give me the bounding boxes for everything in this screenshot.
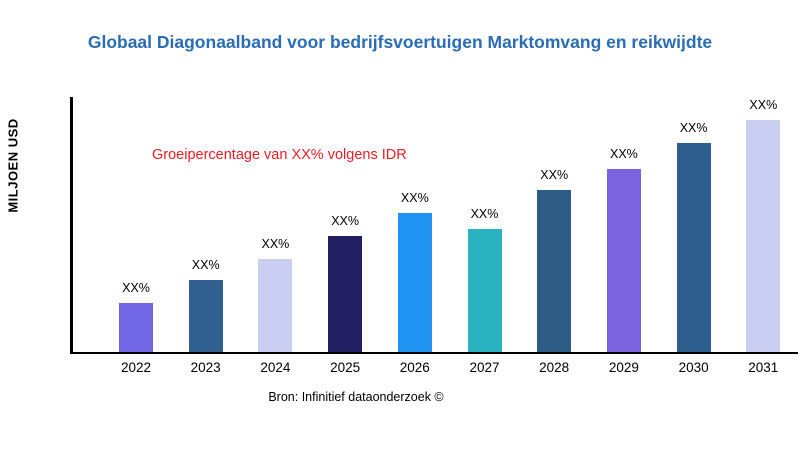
x-tick-2028: 2028 [539,360,570,375]
bar-value-label-2026: XX% [400,191,429,205]
bar-2029 [606,169,641,352]
bar-value-label-2023: XX% [191,258,220,272]
bar-value-label-2022: XX% [122,281,150,295]
x-tick-2023: 2023 [190,360,221,375]
plot-area: XX% 2022 XX% 2023 XX% 2024 XX% 2025 XX% 2026 XX% 20… [70,97,798,375]
bar-2031 [746,120,781,352]
x-tick-2027: 2027 [469,360,500,375]
x-tick-2030: 2030 [678,360,709,375]
bar-2025 [328,236,363,352]
x-tick-2031: 2031 [748,360,779,375]
bar-value-label-2025: XX% [331,214,359,228]
bar-value-label-2030: XX% [679,121,708,135]
x-tick-2024: 2024 [260,360,291,375]
bar-value-label-2027: XX% [470,207,499,221]
bar-2028 [537,190,572,352]
bar-value-label-2029: XX% [609,147,638,161]
x-tick-2022: 2022 [120,360,152,375]
x-tick-2029: 2029 [608,360,639,375]
bar-2030 [676,143,711,352]
bar-2024 [258,259,293,352]
bar-value-label-2024: XX% [261,237,290,251]
y-axis-label: MILJOEN USD [5,118,21,213]
bar-value-label-2028: XX% [540,168,569,182]
x-tick-2026: 2026 [399,360,430,375]
bar-2027 [467,229,502,352]
x-tick-2025: 2025 [330,360,361,375]
bar-value-label-2031: XX% [749,98,778,112]
source-caption: Bron: Infinitief dataonderzoek © [268,390,444,404]
bar-2023 [188,280,223,352]
chart-title: Globaal Diagonaalband voor bedrijfsvoert… [87,32,713,52]
growth-annotation: Groeipercentage van XX% volgens IDR [152,147,407,163]
bar-2022 [119,303,153,352]
bar-2026 [397,213,432,352]
